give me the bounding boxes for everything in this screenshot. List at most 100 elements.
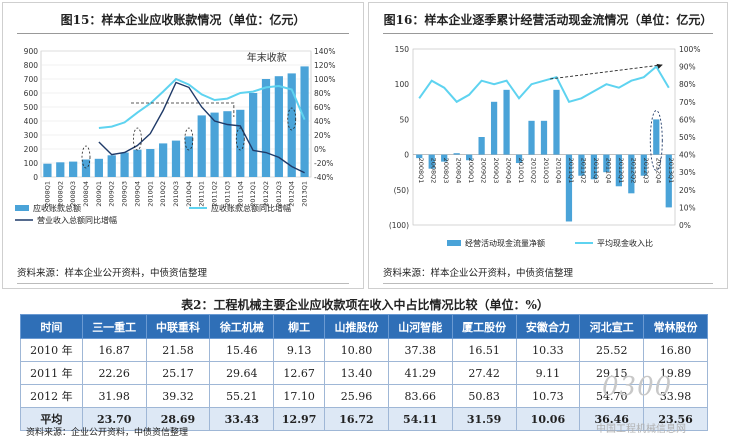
table-cell: 23.70 <box>81 407 147 431</box>
figure-16-panel: 图16：样本企业逐季累计经营活动现金流情况（单位：亿元） (100) (50) 0 5… <box>368 2 728 289</box>
legend-label: 应收账款总额同比增幅 <box>211 203 291 213</box>
x-tick-label: 2011Q1 <box>567 158 575 184</box>
y-tick-label: 800 <box>24 61 39 70</box>
table-row: 2012 年 31.98 39.32 55.21 17.10 25.96 83.66 50.8… <box>20 384 708 408</box>
figure-15-panel: 图15：样本企业应收账款情况（单位：亿元） 0 100 200 300 400 500 60… <box>2 2 364 289</box>
x-tick-label: 2010Q4 <box>554 158 562 184</box>
table-cell: 2011 年 <box>20 361 83 385</box>
bar <box>184 136 193 177</box>
bar <box>628 154 635 194</box>
y2-tick-label: 40% <box>314 117 331 126</box>
year-end-marker <box>184 127 194 151</box>
y2-tick-label: -20% <box>314 159 333 168</box>
bar <box>441 154 448 162</box>
panel-divider <box>383 283 713 284</box>
legend-label: 应收账款总额 <box>33 203 81 213</box>
x-tick-label: 2008Q1 <box>43 181 51 207</box>
annotation-text: 年末收款 <box>247 51 287 64</box>
y-tick-label: 700 <box>24 75 39 84</box>
bar <box>578 154 585 176</box>
table-header-cell: 三一重工 <box>81 314 147 339</box>
x-tick-label: 2010Q3 <box>172 181 180 207</box>
bar <box>120 152 129 177</box>
bar <box>287 73 296 177</box>
table-cell: 33.43 <box>209 407 275 431</box>
y-tick-label: 0 <box>404 151 409 160</box>
table-header-cell: 厦工股份 <box>451 314 517 339</box>
table-header-cell: 安徽合力 <box>515 314 581 339</box>
table-cell: 54.11 <box>387 407 453 431</box>
x-tick-label: 2011Q3 <box>592 158 600 184</box>
legend-label: 经营活动现金流量净额 <box>465 238 545 248</box>
x-tick-label: 2008Q3 <box>442 158 450 184</box>
arrow-head <box>656 63 663 69</box>
x-tick-label: 2008Q4 <box>455 158 463 184</box>
watermark-text: 中国工程机械信息网 <box>596 424 686 435</box>
x-tick-label: 2012Q3 <box>275 181 283 207</box>
bar <box>540 120 548 155</box>
table-cell: 25.52 <box>579 338 645 362</box>
table-cell: 16.51 <box>451 338 517 362</box>
y-tick-label: (100) <box>389 221 409 230</box>
y2-tick-label: 100% <box>314 75 335 84</box>
y2-tick-label: 0% <box>679 221 691 230</box>
trend-bracket <box>131 102 235 117</box>
table-cell: 17.10 <box>273 384 326 408</box>
table-header-cell: 中联重科 <box>145 314 211 339</box>
bar <box>236 109 245 177</box>
x-tick-label: 2010Q4 <box>185 181 193 207</box>
year-end-marker <box>133 127 142 151</box>
bar <box>261 79 271 177</box>
x-tick-label: 2012Q3 <box>642 158 650 184</box>
y-tick-label: 400 <box>24 117 39 126</box>
title-divider <box>383 33 713 34</box>
figure-16-title: 图16：样本企业逐季累计经营活动现金流情况（单位：亿元） <box>383 13 713 27</box>
x-tick-label: 2012Q2 <box>262 181 270 207</box>
table-source: 资料来源：企业公开资料，中债资信整理 <box>26 428 189 438</box>
x-tick-label: 2011Q2 <box>211 181 219 207</box>
table-cell: 16.72 <box>324 407 389 431</box>
table-cell: 2012 年 <box>20 384 83 408</box>
table-cell: 9.13 <box>273 338 326 362</box>
bar <box>133 149 142 177</box>
year-end-marker <box>81 145 91 169</box>
y2-tick-label: 90% <box>679 63 696 72</box>
y-tick-label: 150 <box>395 45 410 54</box>
x-tick-label: 2010Q1 <box>517 158 525 184</box>
table-header-cell: 河北宣工 <box>579 314 645 339</box>
table-cell: 36.46 <box>579 407 645 431</box>
x-tick-label: 2009Q1 <box>467 158 475 184</box>
x-tick-label: 2009Q3 <box>492 158 500 184</box>
y2-tick-label: 20% <box>314 131 331 140</box>
y-tick-label: 100 <box>395 80 410 89</box>
table-cell: 10.73 <box>515 384 581 408</box>
bar <box>171 140 181 177</box>
y-tick-label: (50) <box>394 186 409 195</box>
y2-tick-label: 80% <box>314 89 331 98</box>
table-header-cell: 常林股份 <box>643 314 708 339</box>
table-cell: 21.58 <box>145 338 211 362</box>
x-tick-label: 2008Q2 <box>56 181 64 207</box>
bar <box>146 149 155 177</box>
y2-tick-label: 0% <box>314 145 326 154</box>
bar <box>653 119 660 155</box>
table-header-cell: 时间 <box>20 314 83 339</box>
table-cell: 2010 年 <box>20 338 83 362</box>
table-cell: 22.26 <box>81 361 147 385</box>
table-cell: 25.96 <box>324 384 389 408</box>
x-tick-label: 2011Q2 <box>579 158 587 184</box>
table-cell: 10.06 <box>515 407 581 431</box>
table-row: 2010 年 16.87 21.58 15.46 9.13 10.80 37.38 16.51… <box>20 338 708 362</box>
legend-swatch <box>15 205 29 211</box>
bar <box>223 111 232 177</box>
table-cell: 37.38 <box>387 338 453 362</box>
y-tick-label: 500 <box>24 103 39 112</box>
table-cell: 16.80 <box>643 338 708 362</box>
receivables-chart: 0 100 200 300 400 500 600 700 800 900 -40% -20% 0% 20… <box>15 47 335 225</box>
x-tick-label: 2010Q2 <box>530 158 538 184</box>
y2-tick-label: 70% <box>679 98 696 107</box>
bar <box>159 143 168 177</box>
x-tick-label: 2010Q1 <box>146 181 154 207</box>
trend-arrow <box>550 64 663 80</box>
x-tick-label: 2009Q2 <box>480 158 488 184</box>
